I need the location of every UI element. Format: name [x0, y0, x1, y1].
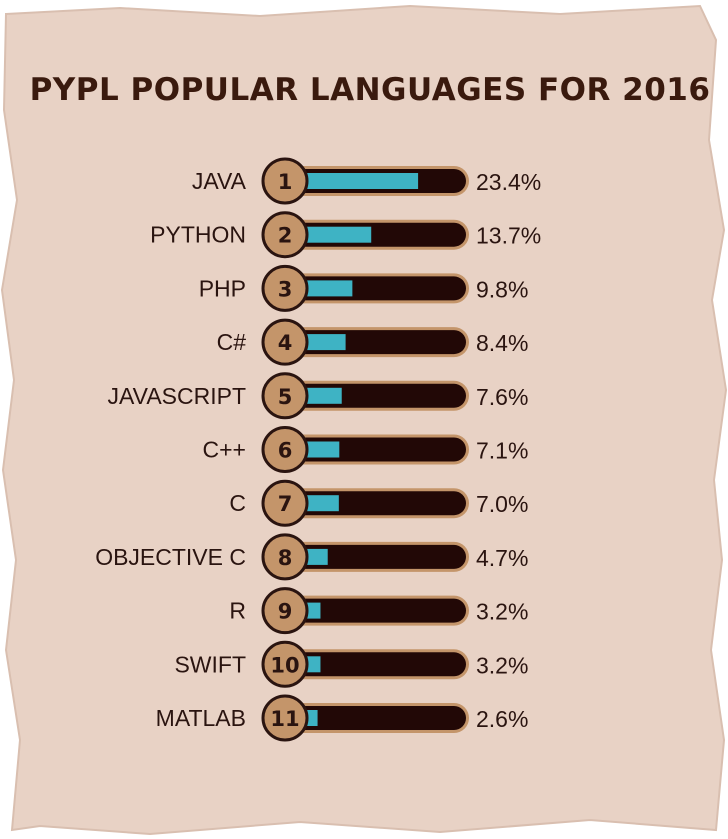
rank-badge — [261, 533, 309, 581]
category-label: C — [229, 490, 246, 516]
rank-badge — [261, 694, 309, 742]
category-label: PYTHON — [150, 222, 246, 248]
value-label: 13.7% — [476, 223, 541, 249]
bar-row: MATLAB 11 2.6% — [156, 694, 528, 742]
bar-track — [290, 544, 466, 569]
category-label: OBJECTIVE C — [95, 544, 246, 570]
bar-track — [290, 706, 466, 730]
rank-number: 10 — [270, 653, 299, 677]
category-label: SWIFT — [174, 651, 246, 677]
value-label: 9.8% — [476, 276, 528, 302]
rank-number: 1 — [278, 170, 293, 194]
bar — [305, 226, 372, 243]
chart-rows: JAVA 1 23.4% PYTHON 2 13.7% PHP 3 9.8% C# 4 8.4% JAV… — [95, 157, 541, 742]
rank-badge — [261, 318, 309, 366]
category-label: R — [229, 598, 246, 624]
bar-row: JAVA 1 23.4% — [192, 157, 541, 205]
bar — [305, 602, 321, 619]
rank-number: 5 — [278, 385, 293, 409]
rank-number: 3 — [278, 277, 293, 301]
bar — [305, 495, 339, 512]
rank-number: 2 — [278, 224, 293, 248]
chart-title: PYPL POPULAR LANGUAGES FOR 2016 — [30, 72, 711, 108]
category-label: JAVA — [192, 168, 247, 194]
bar — [305, 441, 340, 458]
bar-row: R 9 3.2% — [229, 587, 528, 635]
category-label: PHP — [199, 275, 246, 301]
bar — [305, 280, 353, 297]
value-label: 7.0% — [476, 491, 528, 517]
bar-row: SWIFT 10 3.2% — [174, 640, 528, 688]
bar — [305, 173, 419, 189]
bar-row: C++ 6 7.1% — [203, 426, 528, 473]
rank-number: 11 — [270, 707, 299, 731]
value-label: 23.4% — [476, 169, 541, 195]
value-label: 7.6% — [476, 384, 528, 410]
rank-number: 6 — [278, 439, 293, 463]
bar — [305, 387, 342, 404]
bar — [305, 548, 328, 565]
rank-badge — [261, 157, 309, 205]
rank-badge — [261, 479, 309, 527]
bar-row: JAVASCRIPT 5 7.6% — [108, 372, 528, 420]
value-label: 2.6% — [476, 706, 528, 732]
rank-badge — [261, 211, 309, 259]
rank-badge — [261, 372, 309, 420]
category-label: C++ — [203, 437, 246, 463]
value-label: 4.7% — [476, 545, 528, 571]
rank-badge — [261, 426, 309, 473]
rank-badge — [261, 640, 309, 688]
rank-badge — [261, 587, 309, 635]
bar-row: PHP 3 9.8% — [199, 264, 528, 312]
category-label: MATLAB — [156, 705, 246, 731]
bar-track — [290, 598, 466, 623]
bar-row: C# 4 8.4% — [217, 318, 528, 366]
value-label: 7.1% — [476, 438, 528, 464]
rank-number: 4 — [278, 331, 293, 355]
bar-row: C 7 7.0% — [229, 479, 528, 527]
bar-track — [290, 652, 466, 677]
rank-number: 7 — [278, 492, 293, 516]
category-label: JAVASCRIPT — [108, 383, 246, 409]
rank-badge — [261, 264, 309, 312]
value-label: 3.2% — [476, 652, 528, 678]
category-label: C# — [217, 329, 247, 355]
bar — [305, 334, 346, 351]
value-label: 8.4% — [476, 330, 528, 356]
rank-number: 8 — [278, 546, 293, 570]
rank-number: 9 — [278, 600, 293, 624]
value-label: 3.2% — [476, 599, 528, 625]
bar — [305, 656, 321, 673]
bar-row: OBJECTIVE C 8 4.7% — [95, 533, 528, 581]
paper-background — [0, 4, 728, 836]
bar-row: PYTHON 2 13.7% — [150, 211, 541, 259]
